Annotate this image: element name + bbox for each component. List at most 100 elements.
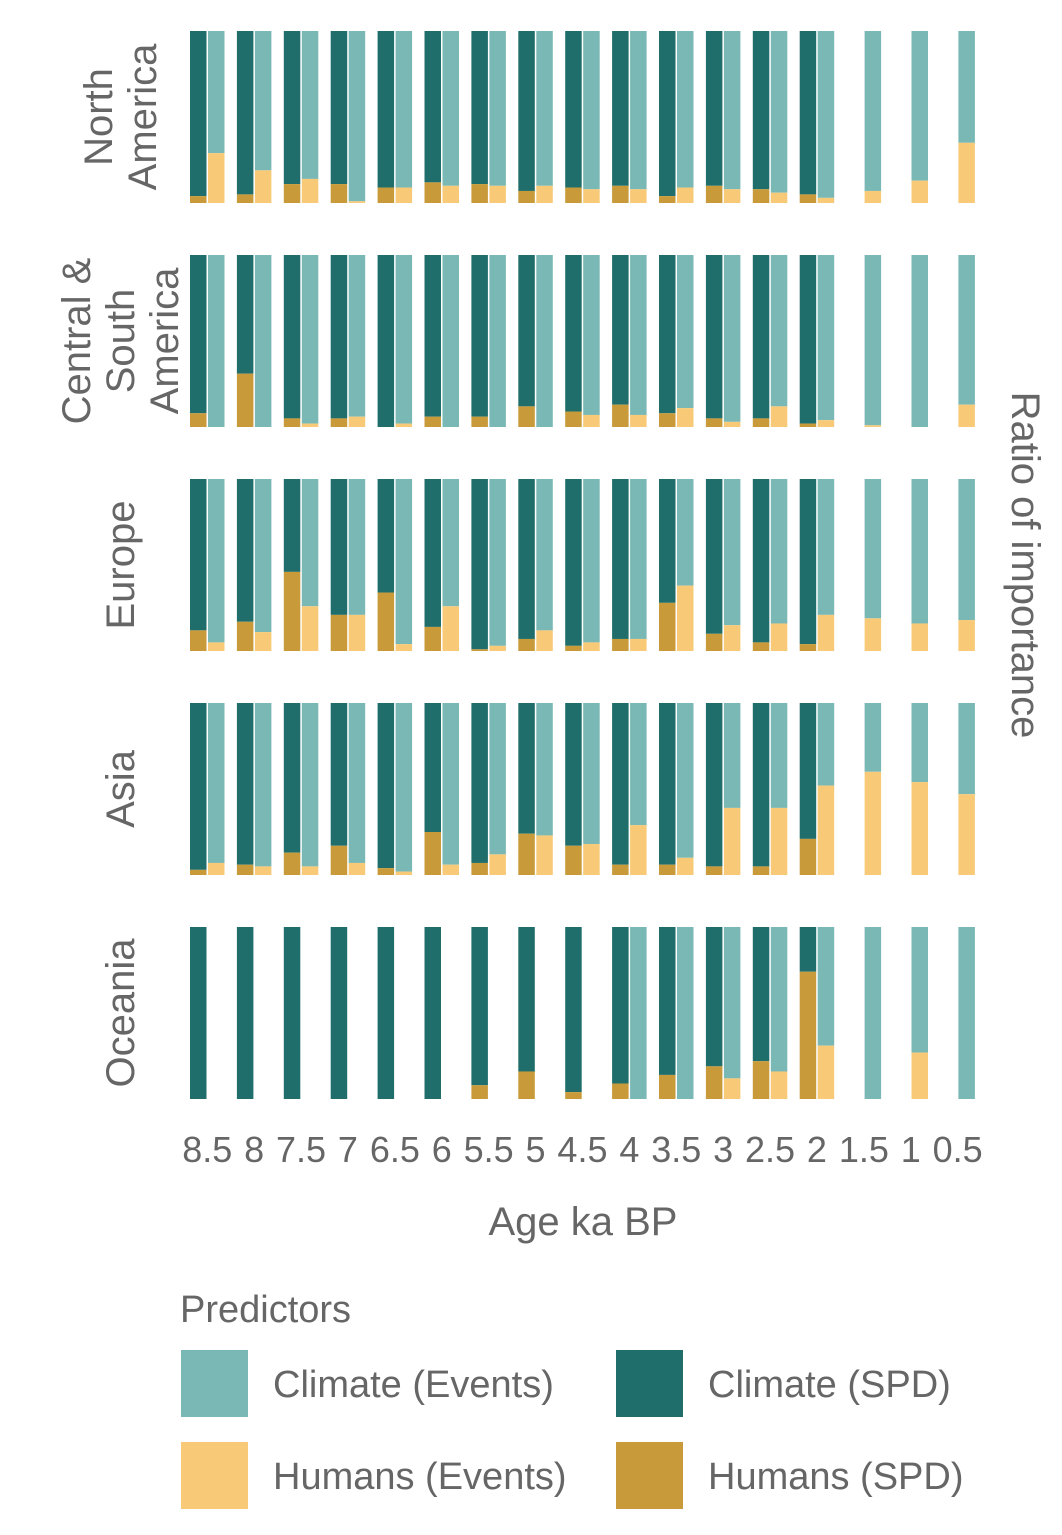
bar-climate-spd (471, 479, 488, 650)
bar-humans-spd (659, 413, 676, 427)
legend-title: Predictors (180, 1289, 351, 1331)
bar-climate-events (723, 31, 741, 190)
panel-label: Asia (99, 749, 143, 828)
bar-climate-events (677, 927, 694, 1099)
bar-humans-spd (705, 185, 723, 203)
bar-humans-spd (518, 406, 535, 427)
bar-climate-spd (518, 703, 535, 834)
bar-humans-events (208, 153, 225, 203)
bar-climate-events (254, 31, 272, 171)
bar-humans-events (395, 423, 413, 427)
bar-humans-spd (283, 418, 301, 427)
bar-humans-events (395, 644, 413, 651)
bar-climate-events (489, 255, 506, 427)
bar-climate-events (864, 31, 882, 191)
panel-label-line: Asia (99, 749, 143, 828)
bar-humans-events (301, 606, 319, 651)
bar-humans-spd (471, 862, 488, 875)
panel-4: Oceania (99, 927, 975, 1099)
bar-humans-events (536, 835, 553, 875)
bar-climate-events (536, 255, 553, 427)
bar-climate-spd (799, 927, 817, 972)
bar-humans-spd (190, 630, 207, 651)
bar-humans-events (630, 189, 647, 203)
bar-humans-spd (565, 1092, 582, 1099)
bar-humans-spd (752, 642, 770, 651)
x-tick-label: 5 (526, 1129, 546, 1170)
panel-label: NorthAmerica (77, 43, 165, 190)
bar-humans-spd (659, 602, 676, 651)
bar-climate-events (208, 31, 225, 154)
bar-climate-spd (612, 255, 629, 405)
bar-climate-spd (612, 479, 629, 639)
legend-swatch-humans-spd (616, 1442, 683, 1509)
bar-humans-events (958, 142, 975, 203)
bar-climate-events (677, 479, 694, 586)
bar-humans-spd (659, 196, 676, 203)
bar-humans-spd (565, 187, 582, 203)
bar-humans-spd (705, 418, 723, 427)
bar-climate-events (723, 927, 741, 1079)
bar-climate-events (395, 479, 413, 645)
bar-humans-spd (705, 633, 723, 651)
bar-humans-spd (190, 196, 207, 203)
bar-climate-events (864, 703, 882, 772)
bar-climate-spd (283, 479, 301, 572)
bar-humans-events (630, 414, 647, 427)
bar-humans-events (770, 1071, 788, 1099)
bar-humans-spd (377, 187, 395, 203)
bar-climate-events (630, 31, 647, 190)
bar-climate-spd (752, 479, 770, 643)
bar-humans-events (911, 782, 928, 875)
bar-climate-spd (190, 703, 207, 870)
bar-humans-spd (752, 189, 770, 203)
bar-climate-events (208, 479, 225, 643)
bar-climate-events (723, 255, 741, 422)
bar-humans-events (630, 638, 647, 651)
bar-humans-events (489, 645, 506, 651)
x-tick-labels: 8.5 8 7.5 7 6.5 6 5.5 5 4.5 4 3.5 3 2.5 2 1.5 1 0.5 (182, 1129, 982, 1170)
panel-label-line: Oceania (99, 938, 143, 1088)
bar-humans-events (770, 192, 788, 203)
legend-swatch-humans-events (181, 1442, 248, 1509)
bar-humans-spd (752, 1061, 770, 1099)
bar-climate-events (723, 479, 741, 626)
bar-climate-spd (565, 927, 582, 1093)
bar-climate-events (817, 255, 835, 421)
bar-humans-spd (330, 418, 348, 427)
panel-label-line: Central & (55, 257, 99, 424)
x-tick-label: 2 (807, 1129, 827, 1170)
bar-climate-events (958, 927, 975, 1099)
bar-climate-spd (705, 479, 723, 634)
x-tick-label: 1.5 (839, 1129, 889, 1170)
x-tick-label: 4 (619, 1129, 639, 1170)
bar-humans-spd (471, 184, 488, 203)
panel-label: Central &SouthAmerica (55, 257, 187, 424)
bar-climate-events (489, 703, 506, 855)
x-tick-label: 8 (244, 1129, 264, 1170)
bar-humans-events (864, 425, 882, 427)
bar-humans-spd (283, 571, 301, 651)
bar-humans-spd (612, 864, 629, 875)
bar-climate-spd (377, 927, 395, 1099)
bar-climate-events (911, 927, 928, 1053)
bar-climate-events (723, 703, 741, 808)
bar-humans-events (677, 857, 694, 875)
bar-humans-events (489, 854, 506, 875)
bar-climate-spd (236, 927, 254, 1099)
bar-climate-events (677, 703, 694, 858)
x-tick-label: 7.5 (276, 1129, 326, 1170)
bar-climate-events (770, 31, 788, 193)
bar-climate-events (301, 255, 319, 424)
bar-humans-events (301, 178, 319, 203)
bar-climate-spd (283, 927, 301, 1099)
bar-climate-events (442, 31, 459, 186)
bar-climate-events (301, 479, 319, 607)
bar-humans-events (677, 408, 694, 427)
x-tick-label: 4.5 (557, 1129, 607, 1170)
bar-climate-spd (283, 31, 301, 185)
bar-climate-events (208, 255, 225, 427)
bar-climate-spd (190, 31, 207, 197)
bar-climate-events (442, 255, 459, 427)
